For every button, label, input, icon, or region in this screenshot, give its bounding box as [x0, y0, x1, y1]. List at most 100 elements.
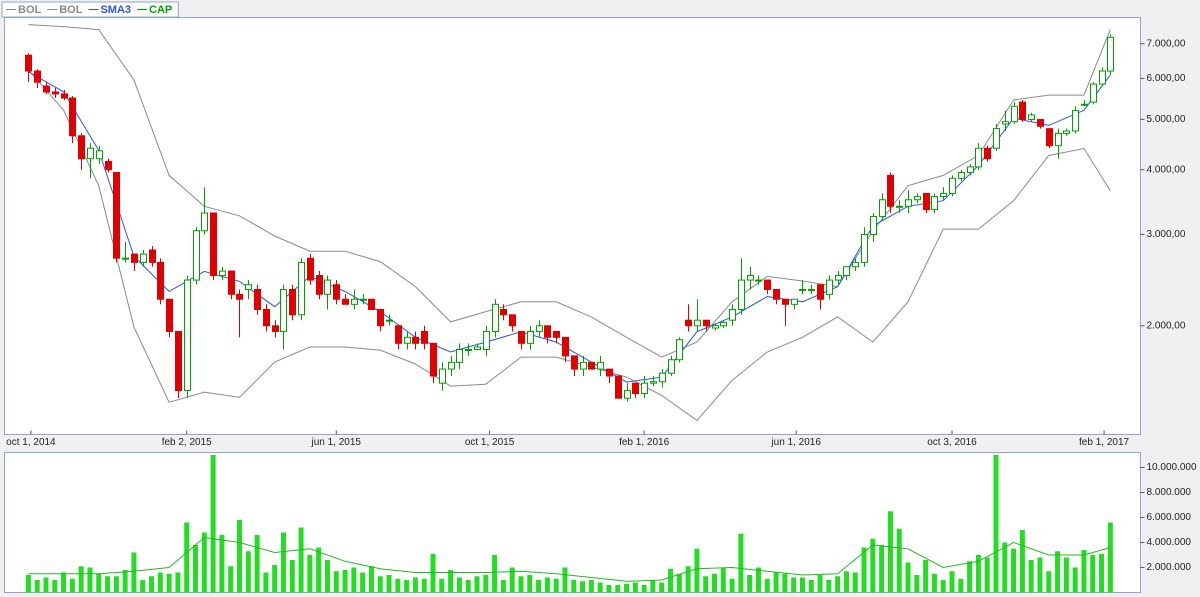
candle-body [483, 330, 490, 350]
candle-body [562, 336, 569, 357]
volume-bar [448, 570, 454, 593]
volume-bar [43, 577, 49, 593]
volume-bar [492, 555, 498, 593]
volume-bar [430, 553, 436, 593]
volume-bar [175, 572, 181, 593]
candle-body [1063, 130, 1070, 134]
candle-body [1055, 132, 1062, 147]
volume-bar [949, 571, 955, 593]
candle-body [1081, 103, 1088, 106]
volume-bar [184, 522, 190, 593]
candle-body [236, 293, 243, 300]
candle-body [879, 199, 886, 217]
candle-body [755, 279, 762, 282]
candle-body [210, 212, 217, 277]
volume-bar [852, 572, 858, 593]
volume-bar [78, 566, 84, 593]
candle-body [395, 325, 402, 344]
candle-body [896, 205, 903, 208]
volume-bar [263, 572, 269, 593]
volume-bar [580, 581, 586, 593]
volume-bar [588, 580, 594, 593]
y-tick-label: 8.000.000 [1147, 487, 1192, 498]
volume-bar [483, 575, 489, 593]
legend-label: CAP [149, 4, 172, 16]
y-tick-label: 3.000,00 [1147, 229, 1186, 240]
volume-bar [500, 580, 506, 593]
candle-body [676, 339, 683, 361]
candle-body [1011, 105, 1018, 123]
volume-bar [439, 578, 445, 593]
candle-body [712, 325, 719, 329]
volume-bar [1002, 542, 1008, 593]
volume-bar [747, 575, 753, 593]
volume-bar [412, 577, 418, 593]
volume-bar [659, 582, 665, 593]
volume-bar [975, 555, 981, 593]
candle-body [465, 348, 472, 351]
candle-body [641, 382, 648, 395]
candle-body [96, 150, 103, 160]
candle-body [835, 275, 842, 281]
volume-bar [149, 576, 155, 593]
candle-body [113, 172, 120, 259]
volume-bar [835, 576, 841, 593]
candle-body [817, 284, 824, 300]
candle-body [1037, 118, 1044, 127]
candle-body [219, 270, 226, 277]
volume-bar [386, 575, 392, 593]
candle-body [474, 346, 481, 350]
candle-body [808, 288, 815, 291]
volume-bar [923, 560, 929, 593]
volume-bar [729, 578, 735, 593]
candle-body [923, 192, 930, 211]
y-tick-label: 2.000.000 [1147, 562, 1192, 573]
candle-body [149, 249, 156, 263]
candle-body [509, 314, 516, 327]
candle-body [887, 174, 894, 207]
candle-body [430, 342, 437, 377]
volume-bar [826, 580, 832, 593]
volume-bar [738, 533, 744, 593]
volume-bar [193, 545, 199, 593]
volume-bar [1019, 530, 1025, 593]
volume-bar [606, 585, 612, 593]
volume-bar [87, 567, 93, 593]
volume-bar [140, 580, 146, 593]
volume-bar [96, 573, 102, 593]
candle-body [1090, 83, 1097, 103]
volume-bar [166, 573, 172, 593]
candle-body [342, 298, 349, 305]
candle-body [377, 308, 384, 327]
volume-average [28, 536, 1111, 582]
candle-body [368, 298, 375, 310]
candle-body [685, 319, 692, 327]
candle-body [254, 288, 261, 310]
candle-body [703, 319, 710, 327]
volume-bar [905, 562, 911, 593]
volume-bar [562, 567, 568, 593]
candle-body [799, 288, 806, 291]
x-tick-label: oct 1, 2014 [6, 437, 56, 448]
volume-bar [236, 520, 242, 593]
volume-bar [52, 580, 58, 593]
volume-bar [527, 575, 533, 593]
volume-bar [632, 582, 638, 593]
candle-body [843, 266, 850, 277]
candle-body [738, 279, 745, 310]
candle-body [659, 372, 666, 383]
volume-bar [896, 528, 902, 593]
volume-bar [843, 571, 849, 593]
candle-body [606, 368, 613, 377]
volume-bar [676, 573, 682, 593]
candle-body [421, 330, 428, 344]
candle-body [78, 135, 85, 160]
volume-bar [228, 566, 234, 593]
volume-bar [465, 580, 471, 593]
candle-body [245, 284, 252, 290]
x-tick-label: jun 1, 2015 [311, 437, 362, 448]
candle-body [861, 233, 868, 263]
volume-bar [395, 578, 401, 593]
candle-body [931, 196, 938, 211]
